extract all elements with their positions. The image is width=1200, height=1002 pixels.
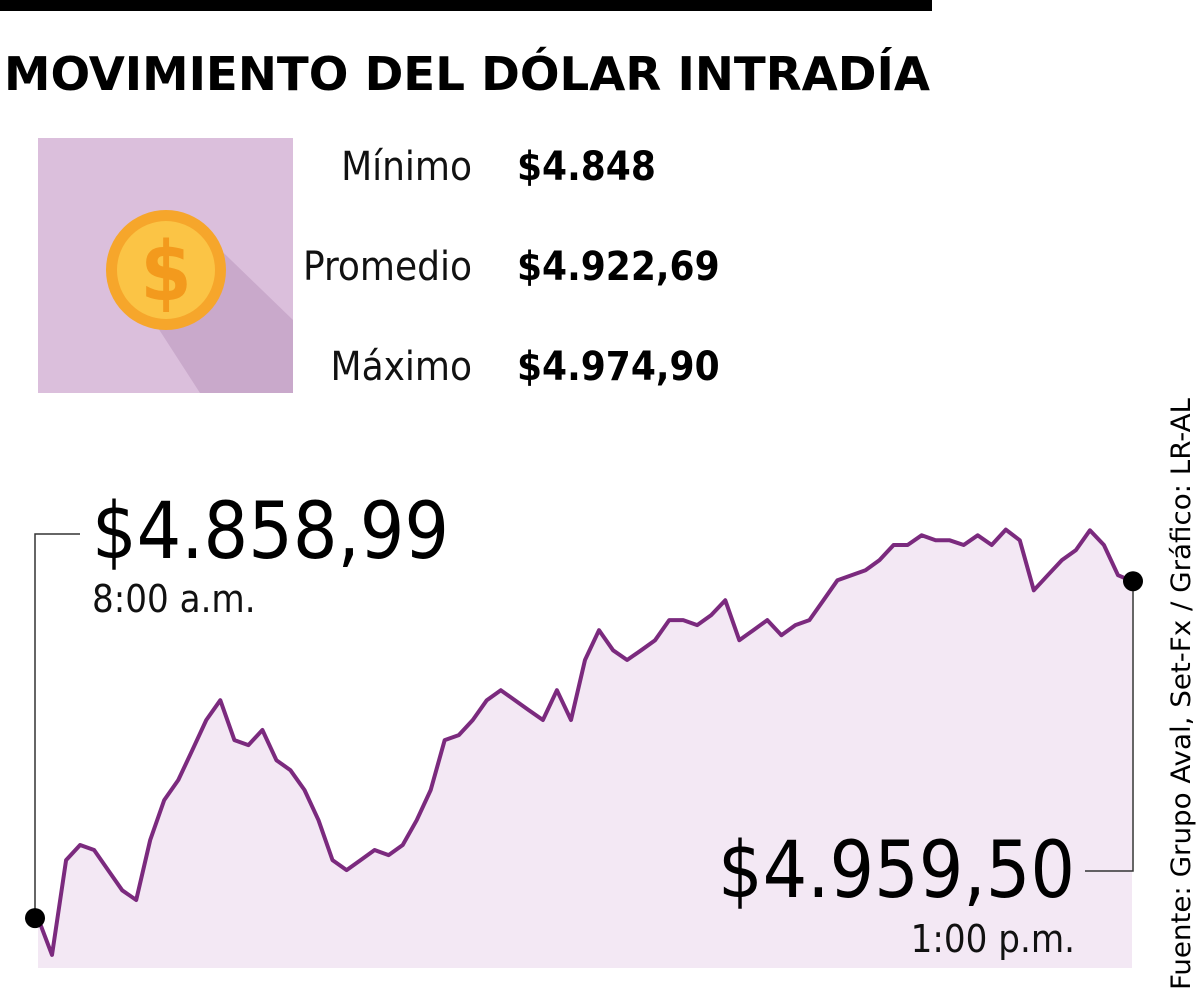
top-bar xyxy=(0,0,932,11)
end-leader xyxy=(1085,581,1134,872)
end-time: 1:00 p.m. xyxy=(911,917,1075,961)
source: Fuente: Grupo Aval, Set-Fx / Gráfico: LR… xyxy=(1166,397,1197,990)
stat-value: $4.922,69 xyxy=(517,244,720,290)
end-label: $4.959,50 xyxy=(718,826,1075,916)
start-dot xyxy=(25,908,45,929)
stat-label: Máximo xyxy=(331,344,472,390)
stat-label: Promedio xyxy=(303,244,472,290)
svg-text:$: $ xyxy=(140,225,191,320)
line xyxy=(36,527,1133,957)
end-dot xyxy=(1123,571,1143,592)
start-leader xyxy=(34,533,80,919)
chart-title: MOVIMIENTO DEL DÓLAR INTRADÍA xyxy=(4,47,930,101)
stats: Mínimo $4.848 Promedio $4.922,69 Máximo $4.97… xyxy=(303,144,720,390)
start-time: 8:00 a.m. xyxy=(92,577,256,621)
stat-value: $4.848 xyxy=(517,144,656,190)
stat-label: Mínimo xyxy=(341,144,472,190)
coin-icon: $ xyxy=(38,138,293,393)
area xyxy=(38,529,1132,968)
plot: $4.858,998:00 a.m. $4.959,501:00 p.m. xyxy=(25,487,1143,968)
start-label: $4.858,99 xyxy=(92,487,449,577)
stat-value: $4.974,90 xyxy=(517,344,720,390)
